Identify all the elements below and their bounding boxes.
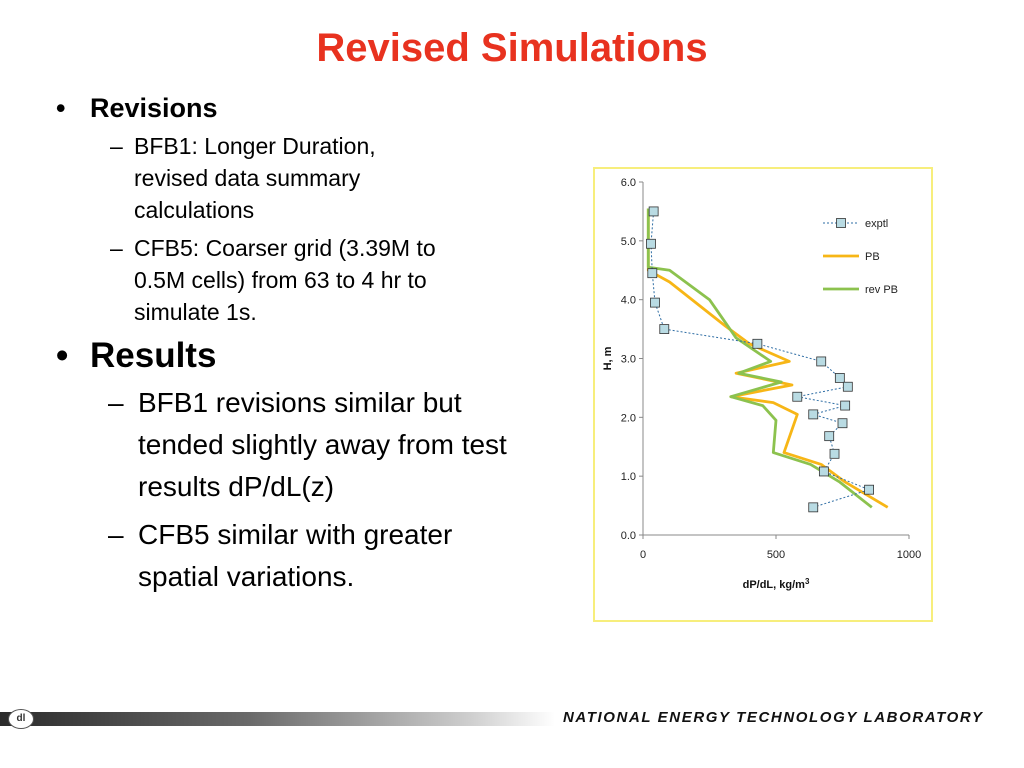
bullet-glyph: • <box>56 93 66 123</box>
data-point-exptl <box>818 466 829 477</box>
data-point-exptl <box>842 381 853 392</box>
y-tick-label: 0.0 <box>621 530 636 542</box>
data-point-exptl <box>864 484 875 495</box>
bullet-list: • Revisions – BFB1: Longer Duration, rev… <box>52 90 552 604</box>
y-tick-label: 2.0 <box>621 412 636 424</box>
legend-marker-exptl <box>836 218 846 228</box>
results-heading: Results <box>90 336 217 375</box>
data-point-exptl <box>840 400 851 411</box>
slide-title: Revised Simulations <box>316 26 708 70</box>
footer-bar <box>0 712 555 726</box>
y-tick-label: 6.0 <box>621 177 636 189</box>
data-point-exptl <box>834 373 845 383</box>
revision-item-text: CFB5: Coarser grid (3.39M to 0.5M cells)… <box>134 235 436 325</box>
data-point-exptl <box>816 356 827 367</box>
revision-item-text: BFB1: Longer Duration, revised data summ… <box>134 133 376 223</box>
result-item-bfb1: – BFB1 revisions similar but tended slig… <box>52 382 532 508</box>
result-item-text: CFB5 similar with greater spatial variat… <box>138 519 453 592</box>
data-point-exptl <box>648 206 659 217</box>
x-tick-label: 1000 <box>897 549 921 561</box>
y-tick-label: 4.0 <box>621 295 636 307</box>
series-line-pb <box>646 208 889 509</box>
data-point-exptl <box>792 391 803 402</box>
legend-label-exptl: exptl <box>865 218 888 230</box>
result-item-text: BFB1 revisions similar but tended slight… <box>138 387 507 502</box>
revisions-heading: Revisions <box>90 93 218 123</box>
data-point-exptl <box>837 418 848 429</box>
legend-label-rev-pb: rev PB <box>865 284 898 296</box>
data-point-exptl <box>650 297 660 308</box>
data-point-exptl <box>659 324 670 334</box>
dash-glyph: – <box>108 387 124 418</box>
series-line-rev-pb <box>646 208 873 509</box>
results-section: • Results – BFB1 revisions similar but t… <box>52 334 552 598</box>
data-point-exptl <box>824 431 835 442</box>
x-tick-label: 500 <box>767 549 785 561</box>
bullet-glyph: • <box>56 336 69 375</box>
data-point-exptl <box>829 448 840 459</box>
dpdl-height-chart: 0.0 1.0 2.0 3.0 4.0 5.0 6.0 0 500 1000 dP/dL, kg/m… <box>602 177 921 591</box>
netl-logo-icon: dl <box>8 709 34 729</box>
x-tick-label: 0 <box>640 549 646 561</box>
footer-lab-name: NATIONAL ENERGY TECHNOLOGY LABORATORY <box>563 709 984 726</box>
data-point-exptl <box>647 268 658 279</box>
y-tick-label: 3.0 <box>621 354 636 366</box>
dash-glyph: – <box>110 235 123 261</box>
y-tick-label: 1.0 <box>621 471 636 483</box>
revisions-heading-item: • Revisions <box>52 90 552 126</box>
data-point-exptl <box>808 409 819 420</box>
data-point-exptl <box>646 238 656 249</box>
data-point-exptl <box>808 502 819 513</box>
revision-item-cfb5: – CFB5: Coarser grid (3.39M to 0.5M cell… <box>52 232 442 328</box>
results-heading-item: • Results <box>52 334 552 378</box>
y-tick-label: 5.0 <box>621 236 636 248</box>
dash-glyph: – <box>108 519 124 550</box>
x-axis-label: dP/dL, kg/m3 <box>743 577 810 591</box>
data-point-exptl <box>752 338 763 349</box>
dash-glyph: – <box>110 133 123 159</box>
revision-item-bfb1: – BFB1: Longer Duration, revised data su… <box>52 130 442 226</box>
x-axis-label-superscript: 3 <box>805 577 810 586</box>
legend-label-pb: PB <box>865 251 880 263</box>
result-item-cfb5: – CFB5 similar with greater spatial vari… <box>52 514 532 598</box>
y-axis-label: H, m <box>602 346 614 370</box>
chart-frame: 0.0 1.0 2.0 3.0 4.0 5.0 6.0 0 500 1000 dP/dL, kg/m… <box>593 167 933 622</box>
revisions-section: • Revisions – BFB1: Longer Duration, rev… <box>52 90 552 328</box>
